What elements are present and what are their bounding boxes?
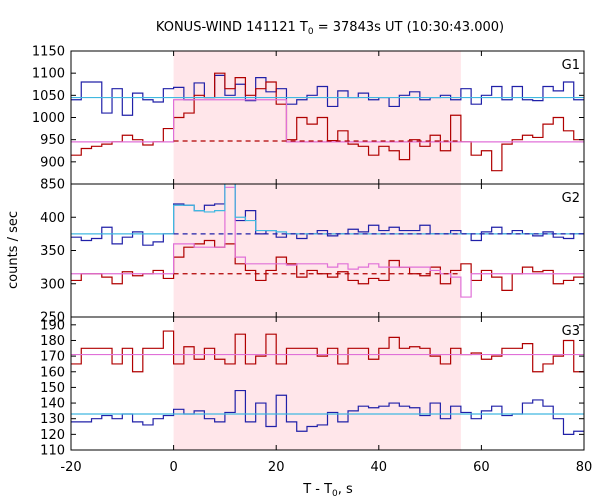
y-tick-label: 1050: [32, 89, 65, 104]
y-tick-label: 350: [40, 244, 65, 259]
y-tick-label: 250: [40, 311, 65, 326]
chart-title: KONUS-WIND 141121 T0 = 37843s UT (10:30:…: [156, 20, 504, 37]
panel-g2: 250 300 350 400 G2: [40, 183, 585, 326]
y-tick-label: 400: [40, 211, 65, 226]
series-pink-g2: [71, 186, 584, 298]
y-tick-label: 190: [40, 318, 65, 333]
y-tick-label: 300: [40, 277, 65, 292]
panels-group: 850 900 950 1000 1050 1100 1150 G1 250 300 350 400 G…: [32, 45, 585, 459]
panel-label-g2: G2: [562, 191, 580, 206]
x-tick-label: 20: [268, 460, 285, 475]
series-pink-g1: [71, 99, 584, 143]
series-red-g2: [71, 239, 584, 291]
y-tick-label: 1150: [32, 45, 65, 60]
y-tick-label: 950: [40, 133, 65, 148]
x-tick-label: 40: [371, 460, 388, 475]
y-tick-label: 1100: [32, 67, 65, 82]
x-tick-labels: -20 0 20 40 60 80: [60, 460, 592, 475]
x-tick-label: 60: [473, 460, 490, 475]
panel-g1: 850 900 950 1000 1050 1100 1150 G1: [32, 45, 585, 193]
panel-frame-g3: [70, 316, 585, 451]
y-tick-label: 160: [40, 365, 65, 380]
shaded-interval-g2: [173, 184, 461, 317]
y-tick-label: 850: [40, 178, 65, 193]
y-axis-label: counts / sec: [6, 211, 21, 289]
y-tick-label: 180: [40, 334, 65, 349]
y-tick-label: 110: [40, 444, 65, 459]
series-blue-g3: [71, 389, 584, 435]
series-blue-g2: [71, 184, 584, 246]
y-tick-label: 120: [40, 428, 65, 443]
y-tick-label: 900: [40, 155, 65, 170]
y-tick-label: 170: [40, 350, 65, 365]
y-tick-label: 1000: [32, 111, 65, 126]
x-tick-label: 0: [169, 460, 177, 475]
series-red-g3: [71, 330, 584, 373]
y-tick-label: 150: [40, 381, 65, 396]
x-tick-label: 80: [576, 460, 593, 475]
x-axis-label: T - T0, s: [302, 482, 353, 499]
x-tick-label: -20: [60, 460, 81, 475]
y-tick-label: 140: [40, 397, 65, 412]
y-tick-label: 130: [40, 412, 65, 427]
shaded-interval-g3: [173, 317, 461, 450]
panel-label-g1: G1: [562, 58, 580, 73]
panel-label-g3: G3: [562, 324, 580, 339]
